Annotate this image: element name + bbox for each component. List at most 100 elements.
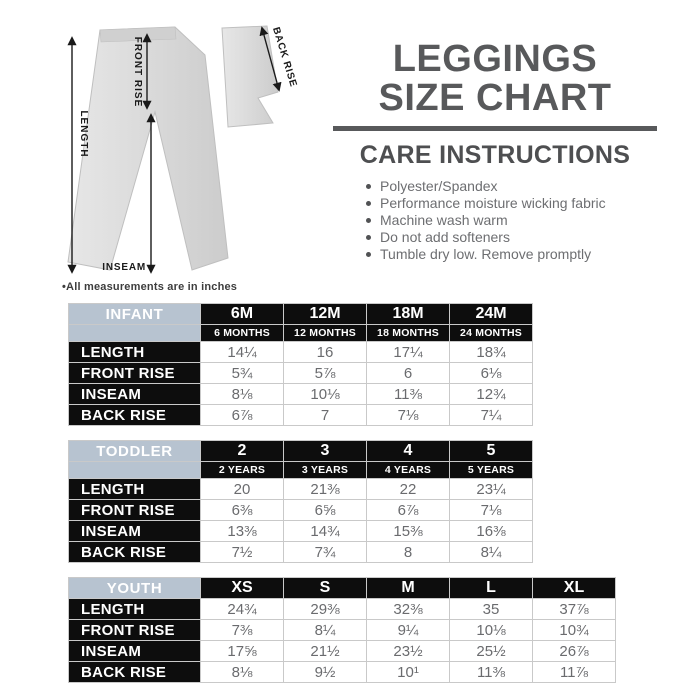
measurement-value: 26⅞: [532, 640, 616, 662]
size-subheader: 18 MONTHS: [366, 324, 450, 342]
measurement-value: 9½: [283, 661, 367, 683]
measurement-row: FRONT RISE 7⅜ 8¼ 9¼ 10⅛ 10¾: [68, 619, 616, 641]
size-header: S: [283, 577, 367, 599]
measurement-value: 25½: [449, 640, 533, 662]
measurement-value: 8¼: [283, 619, 367, 641]
measurement-value: 5⅞: [283, 362, 367, 384]
size-subheader: 12 MONTHS: [283, 324, 367, 342]
size-chart-table-infant: INFANT 6M 12M 18M 24M 6 MONTHS 12 MONTHS 18 MON…: [68, 303, 533, 426]
care-instructions-list: Polyester/Spandex Performance moisture wi…: [333, 178, 657, 263]
size-subheader: 3 YEARS: [283, 461, 367, 479]
measurement-label: LENGTH: [68, 478, 201, 500]
care-instruction-item: Do not add softeners: [365, 229, 657, 246]
measurement-value: 10⅛: [283, 383, 367, 405]
size-subheader-row: 6 MONTHS 12 MONTHS 18 MONTHS 24 MONTHS: [68, 324, 533, 342]
size-header: 2: [200, 440, 284, 462]
measurement-value: 11⅜: [366, 383, 450, 405]
measurement-value: 7½: [200, 541, 284, 563]
measurement-value: 14¾: [283, 520, 367, 542]
measurement-value: 10¾: [532, 619, 616, 641]
size-header: 6M: [200, 303, 284, 325]
measurement-value: 21½: [283, 640, 367, 662]
leggings-measurement-diagram: LENGTH FRONT RISE INSEAM BACK RISE: [67, 25, 299, 274]
measurement-value: 12¾: [449, 383, 533, 405]
inseam-label: INSEAM: [102, 262, 146, 273]
size-header-row: YOUTH XS S M L XL: [68, 577, 616, 599]
measurement-row: INSEAM 8⅛ 10⅛ 11⅜ 12¾: [68, 383, 533, 405]
size-subheader: 4 YEARS: [366, 461, 450, 479]
measurement-label: FRONT RISE: [68, 619, 201, 641]
front-rise-label: FRONT RISE: [132, 37, 143, 108]
measurement-value: 6⅝: [283, 499, 367, 521]
measurement-label: LENGTH: [68, 598, 201, 620]
measurement-value: 13⅜: [200, 520, 284, 542]
measurement-label: FRONT RISE: [68, 362, 201, 384]
measurement-value: 17¼: [366, 341, 450, 363]
measurement-value: 9¼: [366, 619, 450, 641]
size-header: 3: [283, 440, 367, 462]
measurement-value: 35: [449, 598, 533, 620]
measurement-label: INSEAM: [68, 520, 201, 542]
size-header: 12M: [283, 303, 367, 325]
measurement-label: BACK RISE: [68, 541, 201, 563]
measurement-value: 23½: [366, 640, 450, 662]
measurement-value: 8⅛: [200, 661, 284, 683]
size-table-toddler: TODDLER 2 3 4 5 2 YEARS 3 YEARS 4 YEARS 5 YEARS L…: [68, 440, 533, 563]
leggings-back-illustration: [221, 25, 279, 128]
size-header: XS: [200, 577, 284, 599]
measurement-row: FRONT RISE 5¾ 5⅞ 6 6⅛: [68, 362, 533, 384]
measurement-value: 6⅞: [200, 404, 284, 426]
measurement-value: 23¼: [449, 478, 533, 500]
size-subheader-row: 2 YEARS 3 YEARS 4 YEARS 5 YEARS: [68, 461, 533, 479]
header-block: LEGGINGS SIZE CHART CARE INSTRUCTIONS Po…: [333, 40, 657, 263]
measurement-value: 14¼: [200, 341, 284, 363]
measurement-value: 37⅞: [532, 598, 616, 620]
measurement-value: 21⅜: [283, 478, 367, 500]
size-header: L: [449, 577, 533, 599]
measurement-row: FRONT RISE 6⅜ 6⅝ 6⅞ 7⅛: [68, 499, 533, 521]
measurement-row: LENGTH 14¼ 16 17¼ 18¾: [68, 341, 533, 363]
measurement-value: 5¾: [200, 362, 284, 384]
measurement-value: 32⅜: [366, 598, 450, 620]
measurement-value: 10⅛: [449, 619, 533, 641]
group-header: YOUTH: [68, 577, 201, 599]
measurement-row: BACK RISE 8⅛ 9½ 10¹ 11⅜ 11⅞: [68, 661, 616, 683]
measurement-row: LENGTH 20 21⅜ 22 23¼: [68, 478, 533, 500]
measurement-value: 7¾: [283, 541, 367, 563]
size-header: 5: [449, 440, 533, 462]
measurement-value: 15⅜: [366, 520, 450, 542]
size-header: M: [366, 577, 450, 599]
care-instruction-item: Tumble dry low. Remove promptly: [365, 246, 657, 263]
measurement-value: 7: [283, 404, 367, 426]
measurement-value: 7⅜: [200, 619, 284, 641]
measurement-row: LENGTH 24¾ 29⅜ 32⅜ 35 37⅞: [68, 598, 616, 620]
measurement-label: BACK RISE: [68, 404, 201, 426]
measurement-value: 17⅝: [200, 640, 284, 662]
measurement-value: 29⅜: [283, 598, 367, 620]
measurement-value: 18¾: [449, 341, 533, 363]
size-header-row: TODDLER 2 3 4 5: [68, 440, 533, 462]
group-header: TODDLER: [68, 440, 201, 462]
measurements-note: •All measurements are in inches: [62, 281, 238, 293]
measurement-label: INSEAM: [68, 383, 201, 405]
measurement-label: INSEAM: [68, 640, 201, 662]
measurement-value: 20: [200, 478, 284, 500]
size-subheader: 5 YEARS: [449, 461, 533, 479]
measurement-value: 6: [366, 362, 450, 384]
length-label: LENGTH: [78, 110, 89, 157]
measurement-row: BACK RISE 6⅞ 7 7⅛ 7¼: [68, 404, 533, 426]
measurement-value: 6⅞: [366, 499, 450, 521]
measurement-value: 16⅜: [449, 520, 533, 542]
measurement-value: 8: [366, 541, 450, 563]
care-instruction-item: Machine wash warm: [365, 212, 657, 229]
measurement-value: 6⅜: [200, 499, 284, 521]
size-header: XL: [532, 577, 616, 599]
measurement-value: 16: [283, 341, 367, 363]
size-chart-table-toddler: TODDLER 2 3 4 5 2 YEARS 3 YEARS 4 YEARS 5 YEARS L…: [68, 440, 533, 563]
measurement-value: 11⅜: [449, 661, 533, 683]
blank-header: [68, 461, 201, 479]
page-title-line1: LEGGINGS: [392, 38, 598, 80]
measurement-value: 22: [366, 478, 450, 500]
measurement-label: FRONT RISE: [68, 499, 201, 521]
